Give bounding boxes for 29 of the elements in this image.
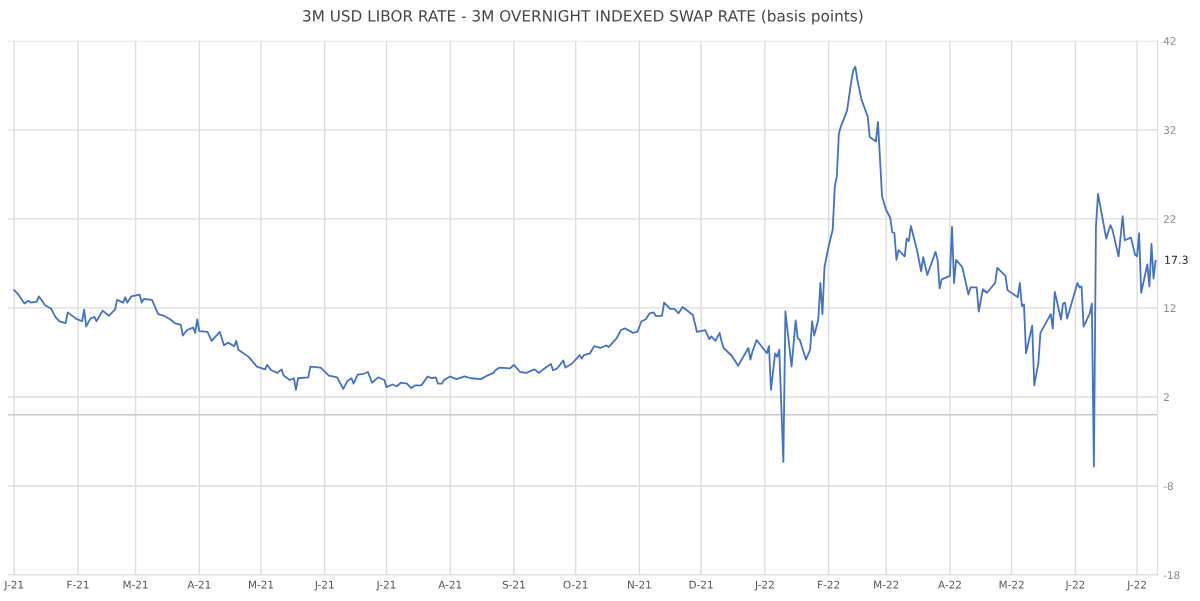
x-tick-label: O-21 <box>563 580 588 589</box>
x-tick-label: A-21 <box>187 580 211 589</box>
annotation: 17.3 <box>1165 255 1188 264</box>
x-tick-label: M-21 <box>249 580 274 589</box>
x-tick-label: F-22 <box>818 580 840 589</box>
y-tick-label: 32 <box>1163 126 1176 134</box>
x-tick-label: S-21 <box>502 580 525 589</box>
x-tick-label: J-22 <box>1064 580 1085 591</box>
y-tick-label: -18 <box>1163 571 1180 580</box>
x-tick-label: M-22 <box>874 580 899 589</box>
y-tick-label: 2 <box>1163 393 1169 401</box>
x-tick-label: J-21 <box>314 580 334 591</box>
x-tick-label: J-22 <box>754 580 774 591</box>
x-tick-label: N-21 <box>628 580 651 589</box>
chart-title: 3M USD LIBOR RATE - 3M OVERNIGHT INDEXED SWAP RATE (basis points) <box>303 9 863 25</box>
x-tick-label: A-21 <box>438 580 462 589</box>
y-tick-label: 22 <box>1163 215 1176 223</box>
x-tick-label: J-21 <box>3 580 24 591</box>
x-tick-label: M-21 <box>123 580 148 589</box>
x-tick-label: J-22 <box>1126 580 1146 591</box>
x-tick-label: A-22 <box>938 580 961 589</box>
x-tick-label: D-21 <box>689 580 713 589</box>
x-tick-label: J-21 <box>376 580 396 591</box>
y-tick-label: 42 <box>1163 37 1176 45</box>
x-tick-label: M-22 <box>999 580 1024 589</box>
y-tick-label: -8 <box>1163 482 1173 491</box>
y-tick-label: 12 <box>1164 304 1176 312</box>
line-series <box>13 65 1157 468</box>
x-tick-label: F-21 <box>67 580 89 589</box>
